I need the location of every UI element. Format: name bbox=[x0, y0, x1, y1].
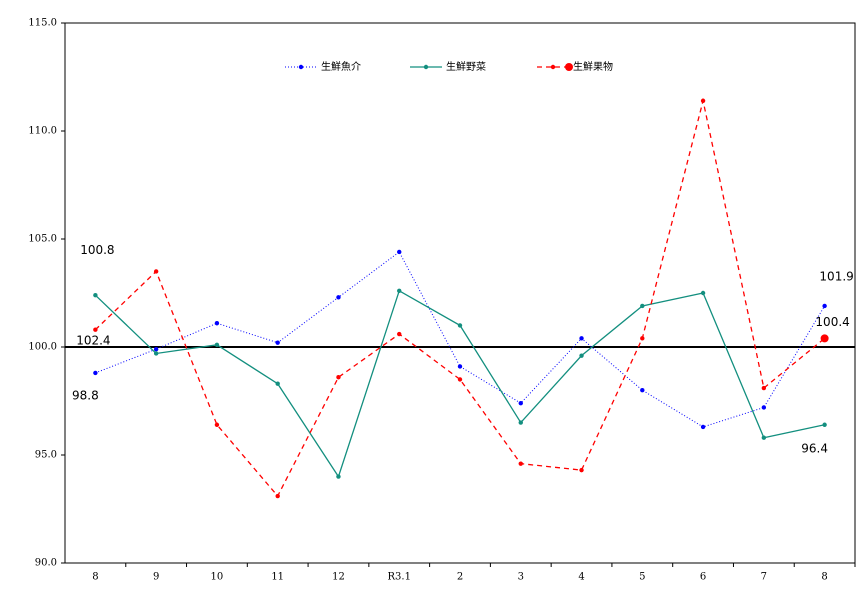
x-tick-label: 9 bbox=[153, 572, 159, 583]
x-tick-label: R3.1 bbox=[388, 572, 411, 583]
x-tick-label: 4 bbox=[578, 572, 584, 583]
data-point bbox=[336, 474, 341, 479]
data-point bbox=[640, 303, 645, 309]
data-point bbox=[214, 321, 220, 326]
data-point bbox=[700, 98, 706, 103]
x-tick-label: 8 bbox=[92, 572, 98, 583]
data-point bbox=[275, 340, 280, 345]
x-tick-label: 10 bbox=[211, 572, 224, 583]
x-tick-label: 12 bbox=[332, 572, 345, 583]
data-point bbox=[518, 400, 523, 406]
x-tick-label: 2 bbox=[457, 572, 463, 583]
data-point bbox=[700, 424, 706, 430]
data-point bbox=[153, 346, 159, 352]
data-point bbox=[153, 269, 159, 274]
y-tick-label: 110.0 bbox=[28, 126, 57, 137]
x-tick-label: 6 bbox=[700, 572, 706, 583]
data-point bbox=[397, 288, 402, 294]
y-tick-label: 100.0 bbox=[28, 342, 57, 353]
data-label: 102.4 bbox=[76, 334, 110, 348]
data-point bbox=[820, 334, 829, 343]
data-label: 96.4 bbox=[801, 441, 828, 455]
legend-label: 生鮮果物 bbox=[573, 60, 613, 73]
data-point bbox=[336, 295, 341, 300]
legend-label: 生鮮野菜 bbox=[446, 60, 486, 73]
data-point bbox=[336, 375, 341, 380]
data-point bbox=[457, 377, 463, 382]
data-point bbox=[761, 405, 767, 410]
data-point bbox=[579, 353, 584, 358]
legend-marker bbox=[550, 64, 556, 70]
data-point bbox=[640, 388, 645, 393]
data-point bbox=[457, 364, 463, 369]
data-point bbox=[93, 327, 98, 332]
legend-marker bbox=[298, 64, 304, 70]
data-point bbox=[457, 323, 463, 328]
data-point bbox=[153, 351, 159, 356]
data-point bbox=[214, 342, 220, 348]
data-point bbox=[93, 292, 98, 298]
data-point bbox=[93, 370, 98, 376]
data-point bbox=[579, 336, 584, 341]
data-point bbox=[822, 422, 827, 427]
y-tick-label: 105.0 bbox=[28, 234, 57, 245]
data-point bbox=[518, 420, 523, 425]
data-label: 98.8 bbox=[72, 388, 99, 402]
data-point bbox=[761, 385, 767, 391]
legend-label: 生鮮魚介 bbox=[321, 60, 361, 73]
data-point bbox=[275, 493, 280, 499]
data-point bbox=[397, 249, 402, 255]
data-point bbox=[518, 461, 523, 466]
y-tick-label: 115.0 bbox=[28, 18, 57, 29]
data-point bbox=[214, 422, 220, 427]
legend-marker bbox=[423, 64, 429, 70]
x-tick-label: 5 bbox=[639, 572, 645, 583]
data-label: 100.8 bbox=[80, 243, 114, 257]
data-label: 100.4 bbox=[815, 315, 849, 329]
data-point bbox=[397, 331, 402, 337]
plot-area bbox=[64, 22, 856, 564]
x-tick-label: 8 bbox=[821, 572, 827, 583]
data-point bbox=[579, 467, 584, 473]
x-tick-label: 3 bbox=[518, 572, 524, 583]
x-tick-label: 11 bbox=[271, 572, 284, 583]
data-point bbox=[275, 381, 280, 386]
data-point bbox=[822, 303, 827, 309]
y-tick-label: 95.0 bbox=[35, 450, 57, 461]
data-point bbox=[640, 336, 645, 341]
x-tick-label: 7 bbox=[761, 572, 767, 583]
legend-marker bbox=[565, 63, 573, 71]
data-point bbox=[761, 435, 767, 440]
data-point bbox=[700, 290, 706, 296]
data-label: 101.9 bbox=[819, 269, 853, 283]
y-tick-label: 90.0 bbox=[35, 558, 57, 569]
